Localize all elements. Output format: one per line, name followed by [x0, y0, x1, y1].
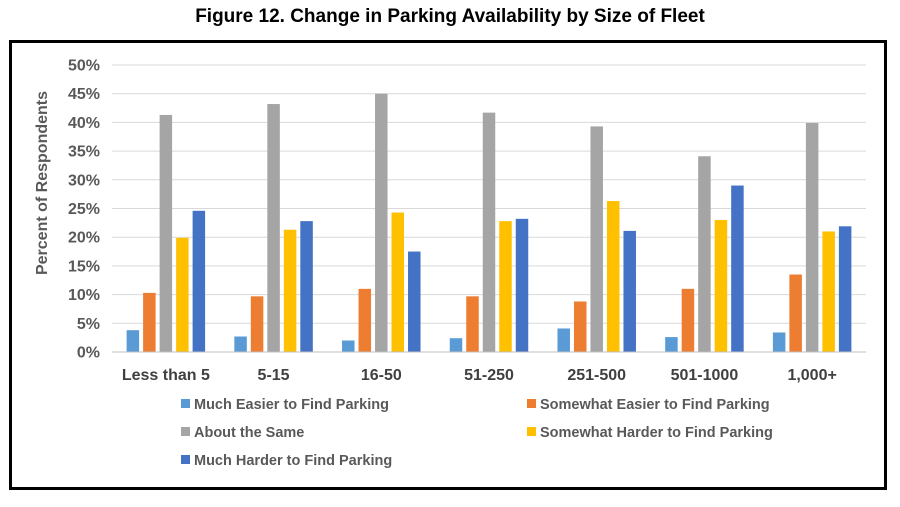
category-label: 5-15 [258, 367, 290, 384]
bar [557, 328, 570, 352]
bar [805, 122, 819, 352]
chart-frame [9, 40, 887, 490]
category-label: 51-250 [464, 367, 514, 384]
bar [499, 221, 512, 352]
y-axis-label: Percent of Respondents [34, 91, 51, 275]
bar [267, 104, 280, 352]
bar [176, 237, 189, 352]
y-tick-label: 15% [68, 258, 100, 275]
bar [590, 126, 603, 352]
bar [665, 337, 678, 352]
bar [573, 301, 587, 352]
legend: Much Easier to Find Parking Somewhat Easi… [181, 397, 773, 469]
chart-title: Figure 12. Change in Parking Availabilit… [195, 6, 705, 27]
bar [698, 156, 711, 352]
bar [126, 330, 140, 352]
bar [143, 292, 156, 352]
bar [789, 274, 802, 352]
bar [358, 288, 372, 352]
y-tick-label: 40% [68, 115, 100, 132]
bar [623, 230, 636, 352]
bar [466, 296, 479, 352]
legend-swatch [181, 455, 190, 464]
legend-label: About the Same [194, 425, 304, 441]
category-label: 251-500 [567, 367, 626, 384]
bar [159, 114, 173, 352]
bar [681, 288, 695, 352]
bar [342, 340, 355, 352]
category-label: Less than 5 [122, 367, 210, 384]
bars [126, 93, 852, 352]
legend-label: Somewhat Easier to Find Parking [540, 397, 770, 413]
y-tick-label: 35% [68, 144, 100, 161]
bar [449, 338, 463, 352]
bar [822, 231, 835, 352]
category-label: 16-50 [361, 367, 402, 384]
y-tick-label: 5% [77, 316, 100, 333]
y-tick-labels: 0% 5% 10% 15% 20% 25% 30% 35% 40% 45% 50% [68, 58, 100, 362]
legend-swatch [527, 399, 536, 408]
bar [838, 226, 852, 352]
y-tick-label: 45% [68, 86, 100, 103]
bar [482, 112, 496, 352]
legend-label: Much Harder to Find Parking [194, 453, 392, 469]
legend-swatch [527, 427, 536, 436]
bar [606, 201, 620, 352]
bar [283, 229, 297, 352]
legend-label: Somewhat Harder to Find Parking [540, 425, 773, 441]
bar [391, 212, 405, 352]
category-label: 1,000+ [787, 367, 836, 384]
bar [375, 93, 388, 352]
y-tick-label: 10% [68, 287, 100, 304]
y-tick-label: 0% [77, 345, 100, 362]
category-labels: Less than 5 5-15 16-50 51-250 251-500 501-100… [122, 367, 837, 384]
y-tick-label: 20% [68, 230, 100, 247]
y-tick-label: 30% [68, 172, 100, 189]
bar [250, 296, 264, 352]
y-tick-label: 25% [68, 201, 100, 218]
bar [714, 219, 728, 352]
bar [772, 332, 786, 352]
legend-swatch [181, 399, 190, 408]
bar [192, 210, 206, 352]
bar [300, 221, 313, 352]
bar [515, 218, 529, 352]
category-label: 501-1000 [671, 367, 739, 384]
legend-label: Much Easier to Find Parking [194, 397, 389, 413]
y-tick-label: 50% [68, 58, 100, 75]
legend-swatch [181, 427, 190, 436]
bar [234, 336, 247, 352]
bar [731, 185, 744, 352]
bar [408, 251, 421, 352]
